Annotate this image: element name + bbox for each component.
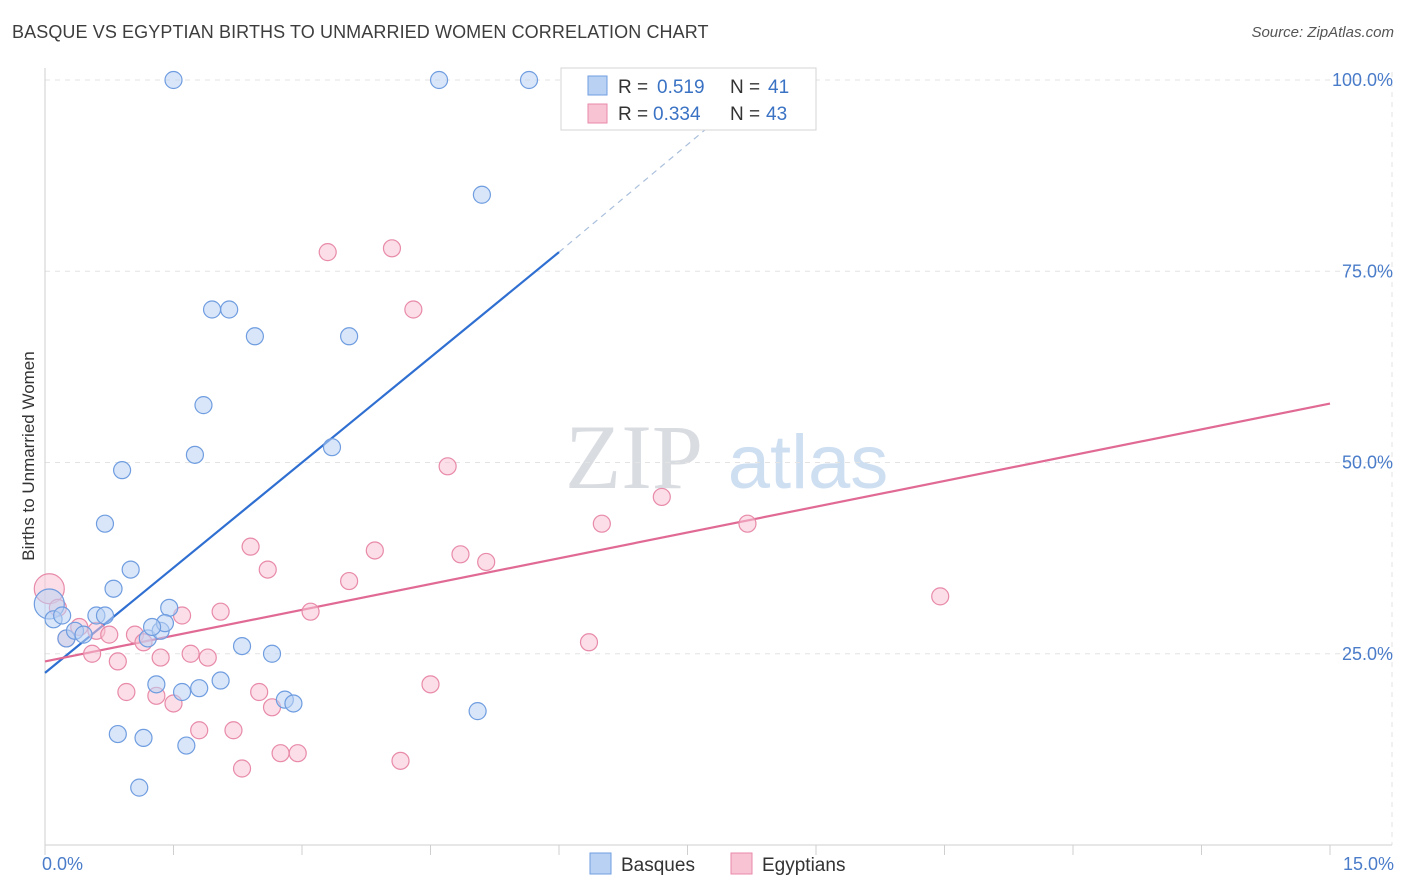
point-basques xyxy=(121,560,140,579)
point-basques xyxy=(220,300,239,319)
tick-labels: 25.0% 50.0% 75.0% 100.0% 0.0% 15.0% xyxy=(42,70,1394,874)
point-egyptians xyxy=(258,560,277,579)
point-basques xyxy=(164,70,183,90)
point-egyptians xyxy=(232,759,252,778)
x-tick-label-max: 15.0% xyxy=(1343,854,1394,874)
y-tick-label: 100.0% xyxy=(1332,70,1393,90)
point-egyptians xyxy=(931,587,950,606)
point-egyptians xyxy=(391,751,410,770)
point-basques xyxy=(147,675,166,694)
point-basques xyxy=(322,438,342,457)
point-egyptians xyxy=(652,487,671,507)
point-egyptians xyxy=(592,514,611,533)
data-points xyxy=(33,70,950,797)
point-egyptians xyxy=(288,744,307,763)
source-label: Source: ZipAtlas.com xyxy=(1251,24,1394,41)
point-egyptians xyxy=(438,457,457,476)
trend-lines xyxy=(44,79,1331,674)
point-basques xyxy=(160,598,179,617)
point-basques xyxy=(468,702,487,721)
point-basques xyxy=(232,636,252,656)
point-egyptians xyxy=(318,243,337,262)
bottom-legend-label-basques: Basques xyxy=(621,855,695,876)
point-basques xyxy=(53,606,72,625)
point-egyptians xyxy=(100,625,119,644)
legend-r-value-egyptians: 0.334 xyxy=(653,104,701,125)
point-basques xyxy=(245,327,264,346)
point-basques xyxy=(211,671,230,690)
point-egyptians xyxy=(250,682,269,702)
point-egyptians xyxy=(340,571,359,591)
point-egyptians xyxy=(738,514,757,533)
point-basques xyxy=(429,70,449,90)
x-tick-label-min: 0.0% xyxy=(42,854,83,874)
trend-line-basques xyxy=(44,251,560,674)
point-basques xyxy=(74,625,93,644)
point-egyptians xyxy=(404,300,423,319)
point-basques xyxy=(142,617,162,637)
point-basques xyxy=(194,396,213,415)
bottom-legend-swatch-basques xyxy=(589,852,612,875)
watermark-zip: ZIP xyxy=(565,406,703,508)
legend-r-label-egyptians: R = xyxy=(618,104,648,125)
point-egyptians xyxy=(211,602,230,621)
grid-lines xyxy=(45,72,1393,845)
point-egyptians xyxy=(382,239,402,258)
legend-n-label-basques: N = xyxy=(730,77,760,98)
y-axis-label: Births to Unmarried Women xyxy=(19,351,38,560)
bottom-legend-label-egyptians: Egyptians xyxy=(762,855,845,876)
point-egyptians xyxy=(224,721,243,740)
point-basques xyxy=(104,579,123,598)
point-egyptians xyxy=(181,644,200,663)
point-basques xyxy=(172,682,192,702)
legend-n-value-basques: 41 xyxy=(768,77,789,98)
point-egyptians xyxy=(271,744,290,763)
y-tick-label: 75.0% xyxy=(1342,261,1393,281)
bottom-legend: Basques Egyptians xyxy=(589,852,845,876)
point-basques xyxy=(185,445,205,464)
point-egyptians xyxy=(198,648,217,667)
point-basques xyxy=(340,327,359,346)
point-egyptians xyxy=(421,675,440,694)
point-basques xyxy=(134,728,153,748)
top-legend: R = 0.519 N = 41 R = 0.334 N = 43 xyxy=(560,67,817,131)
point-basques xyxy=(177,736,196,755)
legend-swatch-egyptians xyxy=(587,103,608,124)
point-egyptians xyxy=(83,644,102,663)
y-tick-label: 25.0% xyxy=(1342,644,1393,664)
point-egyptians xyxy=(301,602,320,621)
trend-line-egyptians xyxy=(44,402,1331,663)
point-egyptians xyxy=(365,541,384,560)
point-basques xyxy=(190,679,209,698)
point-basques xyxy=(472,185,491,204)
point-basques xyxy=(130,778,149,797)
point-egyptians xyxy=(108,652,127,671)
point-egyptians xyxy=(117,682,136,702)
point-egyptians xyxy=(477,552,496,572)
legend-n-label-egyptians: N = xyxy=(730,104,760,125)
legend-r-value-basques: 0.519 xyxy=(657,77,705,98)
point-egyptians xyxy=(451,545,470,564)
axes xyxy=(44,68,1392,855)
point-egyptians xyxy=(190,721,209,740)
point-egyptians xyxy=(241,537,260,556)
legend-swatch-basques xyxy=(587,75,608,96)
chart-title: BASQUE VS EGYPTIAN BIRTHS TO UNMARRIED W… xyxy=(12,22,709,42)
y-tick-label: 50.0% xyxy=(1342,453,1393,473)
bottom-legend-swatch-egyptians xyxy=(730,852,753,875)
legend-r-label-basques: R = xyxy=(618,77,648,98)
point-basques xyxy=(519,70,539,90)
point-basques xyxy=(262,644,282,663)
point-basques xyxy=(95,606,115,625)
legend-n-value-egyptians: 43 xyxy=(766,104,787,125)
point-egyptians xyxy=(579,633,599,652)
point-basques xyxy=(112,461,132,480)
point-egyptians xyxy=(151,648,170,667)
point-basques xyxy=(108,724,127,744)
point-basques xyxy=(95,514,115,533)
point-basques xyxy=(284,694,303,713)
point-basques xyxy=(202,300,222,319)
